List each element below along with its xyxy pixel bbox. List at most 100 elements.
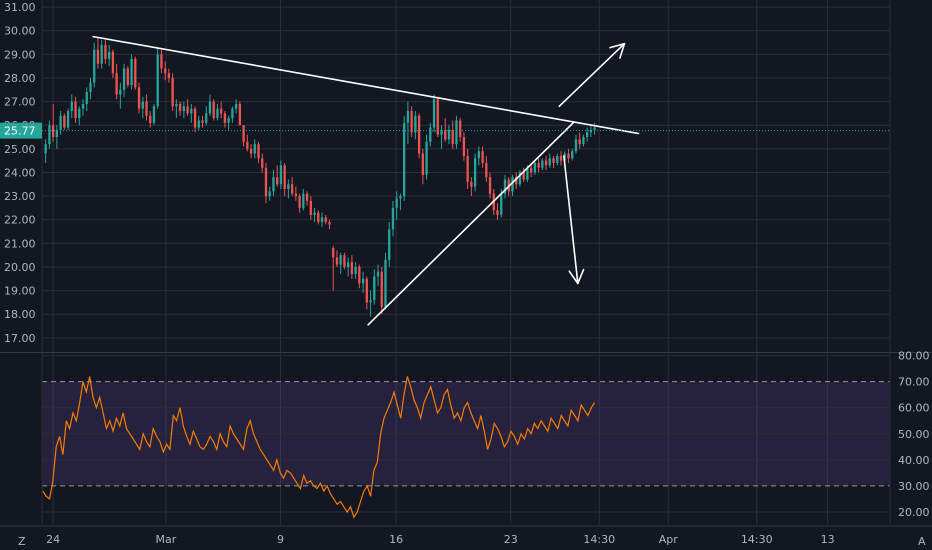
- candle[interactable]: [451, 120, 454, 149]
- candle[interactable]: [350, 255, 354, 279]
- candle[interactable]: [533, 160, 537, 175]
- candle[interactable]: [111, 49, 115, 78]
- candle[interactable]: [246, 134, 249, 152]
- breakout-up-arrow[interactable]: [558, 42, 626, 108]
- candle[interactable]: [313, 207, 316, 223]
- candle[interactable]: [268, 186, 271, 201]
- candle[interactable]: [93, 42, 96, 88]
- candle[interactable]: [287, 179, 290, 199]
- candle[interactable]: [391, 200, 395, 237]
- candle[interactable]: [403, 115, 406, 201]
- candle[interactable]: [346, 257, 350, 277]
- candle[interactable]: [257, 141, 260, 164]
- candle[interactable]: [369, 290, 372, 317]
- candle[interactable]: [186, 99, 189, 116]
- candle[interactable]: [182, 101, 185, 119]
- candle[interactable]: [44, 139, 47, 164]
- candle[interactable]: [212, 99, 215, 121]
- candle[interactable]: [227, 115, 230, 130]
- candle[interactable]: [134, 56, 137, 90]
- candle[interactable]: [298, 193, 301, 213]
- candle[interactable]: [335, 250, 339, 267]
- candle[interactable]: [253, 139, 256, 159]
- candle[interactable]: [238, 101, 242, 126]
- candle[interactable]: [156, 47, 159, 109]
- candle[interactable]: [104, 40, 107, 64]
- candle[interactable]: [373, 269, 376, 305]
- candle[interactable]: [175, 99, 178, 119]
- candle[interactable]: [216, 103, 219, 121]
- candle[interactable]: [51, 103, 55, 142]
- candle[interactable]: [283, 163, 286, 197]
- candle[interactable]: [122, 63, 126, 97]
- candle[interactable]: [552, 155, 555, 168]
- candle[interactable]: [384, 252, 387, 310]
- candle[interactable]: [455, 115, 458, 149]
- candle[interactable]: [365, 276, 368, 310]
- candle[interactable]: [511, 174, 514, 197]
- candle[interactable]: [537, 158, 540, 173]
- candle[interactable]: [294, 186, 298, 201]
- candle[interactable]: [593, 122, 596, 135]
- candle[interactable]: [324, 214, 327, 225]
- candle[interactable]: [309, 196, 312, 220]
- candle[interactable]: [376, 264, 380, 286]
- candle[interactable]: [343, 252, 346, 270]
- candle[interactable]: [85, 87, 88, 112]
- candle[interactable]: [107, 44, 111, 67]
- corner-label-right[interactable]: A: [918, 535, 926, 548]
- candle[interactable]: [66, 108, 70, 130]
- candle[interactable]: [55, 125, 59, 149]
- candle[interactable]: [425, 134, 428, 180]
- candle[interactable]: [466, 148, 469, 189]
- breakdown-down-arrow[interactable]: [563, 155, 579, 285]
- candle[interactable]: [582, 134, 585, 147]
- candle[interactable]: [332, 245, 335, 291]
- corner-label-left[interactable]: Z: [18, 535, 26, 548]
- candle[interactable]: [242, 125, 245, 147]
- candle[interactable]: [78, 106, 81, 126]
- candle[interactable]: [81, 99, 85, 116]
- candle[interactable]: [559, 151, 563, 166]
- candle[interactable]: [74, 96, 77, 123]
- candle[interactable]: [100, 40, 103, 69]
- candle[interactable]: [302, 188, 305, 211]
- candle[interactable]: [193, 106, 197, 133]
- candle[interactable]: [548, 153, 551, 168]
- candle[interactable]: [406, 101, 410, 145]
- candle[interactable]: [518, 170, 522, 187]
- candle[interactable]: [167, 68, 171, 83]
- candle[interactable]: [197, 115, 200, 130]
- candle[interactable]: [544, 155, 548, 171]
- candle[interactable]: [328, 219, 331, 230]
- candle[interactable]: [380, 266, 383, 315]
- candle[interactable]: [496, 203, 499, 220]
- rsi-line[interactable]: [42, 376, 596, 519]
- candle[interactable]: [264, 163, 268, 204]
- candle[interactable]: [361, 271, 365, 293]
- candle[interactable]: [130, 54, 133, 90]
- candle[interactable]: [481, 146, 484, 168]
- candle[interactable]: [399, 193, 402, 211]
- candle[interactable]: [432, 94, 436, 133]
- candle[interactable]: [574, 134, 578, 154]
- candle[interactable]: [63, 113, 66, 130]
- candle[interactable]: [440, 125, 443, 149]
- candle[interactable]: [223, 111, 227, 128]
- candle[interactable]: [354, 262, 357, 279]
- candle[interactable]: [70, 94, 73, 119]
- candle[interactable]: [462, 132, 466, 161]
- candle[interactable]: [358, 264, 361, 289]
- candle[interactable]: [436, 96, 439, 138]
- candle[interactable]: [522, 167, 525, 182]
- candle[interactable]: [178, 101, 182, 116]
- candle[interactable]: [119, 82, 122, 109]
- candle[interactable]: [429, 122, 432, 147]
- candle[interactable]: [459, 118, 462, 142]
- candle[interactable]: [447, 125, 451, 145]
- candle[interactable]: [578, 132, 581, 149]
- candle[interactable]: [160, 49, 163, 74]
- candle[interactable]: [395, 191, 398, 220]
- candle[interactable]: [414, 111, 417, 140]
